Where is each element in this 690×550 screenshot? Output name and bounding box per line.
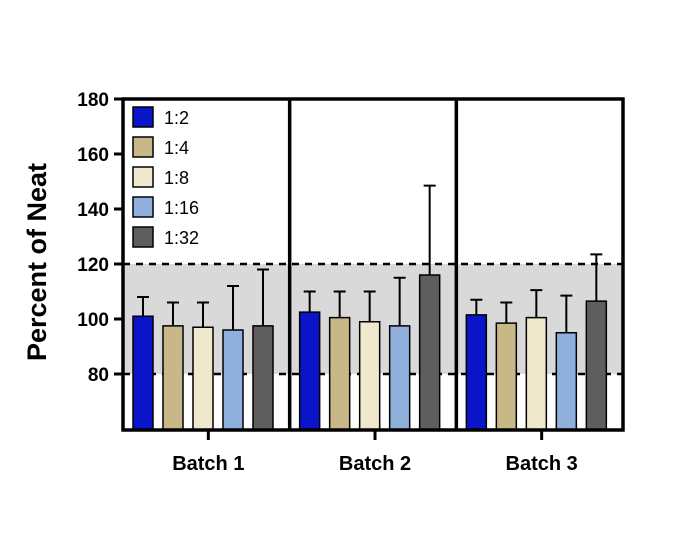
bar bbox=[585, 300, 608, 431]
legend-swatch bbox=[132, 226, 154, 248]
bar bbox=[298, 311, 321, 431]
legend-swatch bbox=[132, 166, 154, 188]
y-tick-label: 80 bbox=[88, 365, 109, 386]
bar bbox=[222, 329, 244, 431]
bar bbox=[252, 325, 274, 431]
bar bbox=[418, 274, 441, 431]
bar bbox=[358, 321, 381, 431]
y-tick-label: 120 bbox=[77, 255, 109, 276]
y-tick-label: 160 bbox=[77, 145, 109, 166]
bar bbox=[388, 325, 411, 431]
bar bbox=[132, 315, 154, 431]
bar bbox=[328, 316, 351, 431]
bar bbox=[192, 326, 214, 431]
legend-swatch bbox=[132, 106, 154, 128]
legend-swatch bbox=[132, 136, 154, 158]
category-label: Batch 3 bbox=[506, 453, 578, 475]
legend-label: 1:4 bbox=[164, 138, 189, 158]
legend-swatch bbox=[132, 196, 154, 218]
y-tick-label: 180 bbox=[77, 90, 109, 111]
bar bbox=[555, 332, 578, 431]
x-axis-categories: Batch 1 Batch 2 Batch 3 bbox=[172, 430, 578, 475]
legend-label: 1:32 bbox=[164, 228, 199, 248]
bar bbox=[162, 325, 184, 431]
y-tick-label: 140 bbox=[77, 200, 109, 221]
bar bbox=[495, 322, 518, 431]
legend: 1:2 1:4 1:8 1:16 1:32 bbox=[132, 106, 199, 248]
error-bar-layer bbox=[137, 184, 603, 333]
category-label: Batch 2 bbox=[339, 453, 411, 475]
bar bbox=[525, 316, 548, 431]
category-label: Batch 1 bbox=[172, 453, 244, 475]
legend-label: 1:2 bbox=[164, 108, 189, 128]
legend-label: 1:8 bbox=[164, 168, 189, 188]
y-axis-ticks: 80 100 120 140 160 180 bbox=[77, 90, 123, 386]
bar bbox=[465, 314, 488, 431]
legend-label: 1:16 bbox=[164, 198, 199, 218]
y-axis-label: Percent of Neat bbox=[22, 163, 52, 361]
y-tick-label: 100 bbox=[77, 310, 109, 331]
